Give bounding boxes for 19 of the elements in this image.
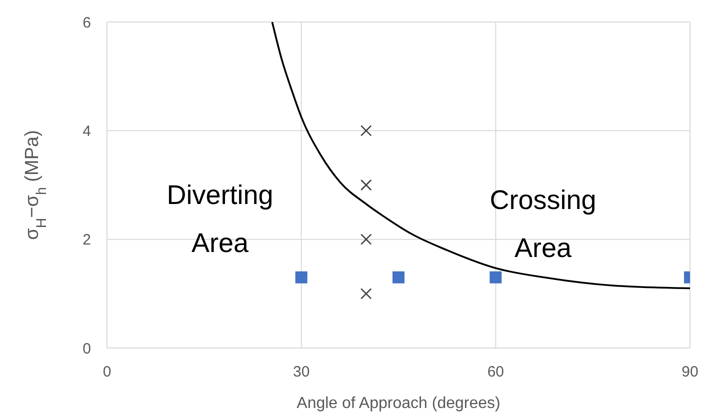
- y-tick-label: 2: [82, 232, 91, 249]
- y-tick-label: 6: [82, 14, 91, 32]
- y-tick-label: 0: [82, 340, 91, 358]
- point: [295, 271, 308, 284]
- annotation: Diverting Area: [166, 179, 274, 260]
- point: [490, 271, 502, 284]
- x-tick-label: 0: [102, 364, 112, 381]
- point: [360, 179, 372, 191]
- x-tick-label: 60: [487, 364, 504, 381]
- annotation: Crossing Area: [490, 184, 596, 265]
- x-axis-title: Angle of Approach (degrees): [296, 395, 500, 412]
- point: [360, 234, 372, 245]
- point: [360, 288, 372, 300]
- x-tick-label: 30: [292, 364, 310, 381]
- x-tick-label: 90: [682, 364, 698, 381]
- point: [392, 271, 404, 284]
- y-tick-label: 4: [82, 122, 91, 140]
- point: [360, 125, 372, 136]
- line-series: [271, 22, 690, 290]
